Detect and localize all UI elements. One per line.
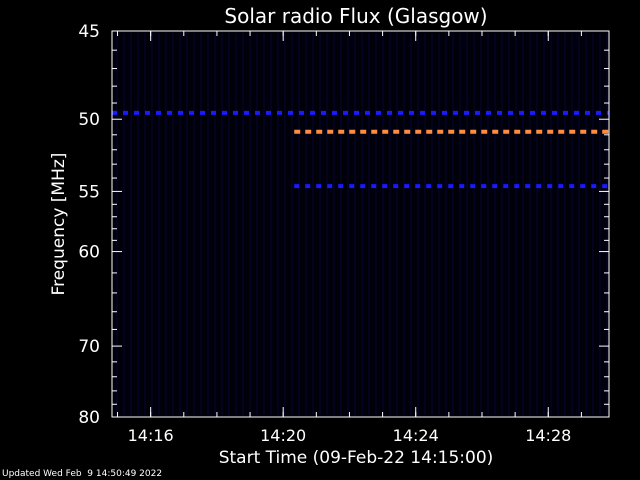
noise-streak	[249, 33, 251, 415]
noise-streak	[606, 33, 608, 415]
noise-streak	[431, 33, 433, 415]
noise-streak	[144, 33, 146, 415]
y-tick-label: 70	[78, 337, 100, 357]
y-axis-label: Frequency [MHz]	[49, 153, 69, 296]
noise-streak	[165, 33, 167, 415]
x-tick-label: 14:16	[128, 426, 174, 445]
noise-streak	[536, 33, 538, 415]
noise-streak	[312, 33, 314, 415]
noise-streak	[571, 33, 573, 415]
noise-streak	[137, 33, 139, 415]
noise-streak	[207, 33, 209, 415]
noise-streak	[200, 33, 202, 415]
noise-streak	[389, 33, 391, 415]
noise-streak	[515, 33, 517, 415]
noise-streak	[508, 33, 510, 415]
noise-streak	[326, 33, 328, 415]
y-tick-label: 45	[78, 22, 100, 42]
noise-streak	[298, 33, 300, 415]
noise-streak	[291, 33, 293, 415]
noise-streak	[592, 33, 594, 415]
noise-streak	[242, 33, 244, 415]
emission-bands	[112, 110, 609, 189]
chart-title: Solar radio Flux (Glasgow)	[224, 4, 487, 28]
noise-streak	[396, 33, 398, 415]
noise-streak	[529, 33, 531, 415]
noise-streak	[578, 33, 580, 415]
plot-frame	[111, 30, 610, 418]
noise-streak	[319, 33, 321, 415]
noise-streak	[445, 33, 447, 415]
noise-streak	[263, 33, 265, 415]
noise-streak	[228, 33, 230, 415]
noise-streak	[564, 33, 566, 415]
noise-streak	[599, 33, 601, 415]
noise-streak	[172, 33, 174, 415]
noise-streak	[375, 33, 377, 415]
noise-streak	[466, 33, 468, 415]
noise-streak	[424, 33, 426, 415]
noise-streak	[221, 33, 223, 415]
x-tick-label: 14:28	[525, 426, 571, 445]
noise-streak	[340, 33, 342, 415]
y-tick-label: 60	[78, 243, 100, 263]
noise-streak	[452, 33, 454, 415]
noise-streak	[270, 33, 272, 415]
noise-streak	[235, 33, 237, 415]
noise-streak	[284, 33, 286, 415]
noise-streak	[487, 33, 489, 415]
noise-streak	[417, 33, 419, 415]
noise-streak	[522, 33, 524, 415]
noise-streak	[459, 33, 461, 415]
y-tick-label: 80	[78, 408, 100, 428]
noise-streak	[494, 33, 496, 415]
noise-streak	[543, 33, 545, 415]
x-axis-label: Start Time (09-Feb-22 14:15:00)	[219, 448, 494, 468]
y-axis-ticks: 45 50 55 60 70 80	[78, 22, 609, 428]
y-tick-label: 55	[78, 182, 100, 202]
noise-streak	[403, 33, 405, 415]
noise-streak	[214, 33, 216, 415]
noise-streak	[410, 33, 412, 415]
noise-streak	[473, 33, 475, 415]
update-timestamp: Updated Wed Feb 9 14:50:49 2022	[2, 469, 163, 479]
noise-streak	[186, 33, 188, 415]
noise-streak	[179, 33, 181, 415]
noise-streak	[123, 33, 125, 415]
x-tick-label: 14:20	[260, 426, 306, 445]
noise-streak	[193, 33, 195, 415]
noise-streak	[501, 33, 503, 415]
background-noise-streaks	[116, 33, 608, 415]
noise-streak	[347, 33, 349, 415]
noise-streak	[585, 33, 587, 415]
noise-streak	[354, 33, 356, 415]
noise-streak	[333, 33, 335, 415]
noise-streak	[368, 33, 370, 415]
noise-streak	[151, 33, 153, 415]
noise-streak	[116, 33, 118, 415]
x-tick-label: 14:24	[393, 426, 439, 445]
x-axis-ticks: 14:16 14:20 14:24 14:28	[117, 31, 582, 445]
noise-streak	[158, 33, 160, 415]
noise-streak	[557, 33, 559, 415]
noise-streak	[130, 33, 132, 415]
noise-streak	[438, 33, 440, 415]
noise-streak	[382, 33, 384, 415]
noise-streak	[480, 33, 482, 415]
noise-streak	[256, 33, 258, 415]
noise-streak	[361, 33, 363, 415]
noise-streak	[550, 33, 552, 415]
noise-streak	[305, 33, 307, 415]
noise-streak	[277, 33, 279, 415]
y-tick-label: 50	[78, 110, 100, 130]
